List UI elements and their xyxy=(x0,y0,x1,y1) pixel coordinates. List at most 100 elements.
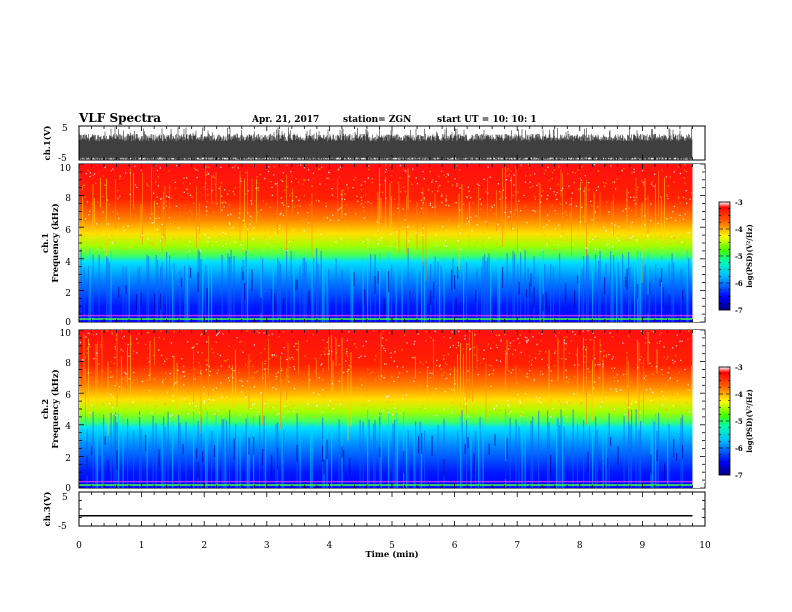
spectrogram-streak xyxy=(407,430,409,488)
spectrogram-streak xyxy=(482,418,484,488)
spectrogram-speckle xyxy=(331,383,334,385)
spectrogram-speckle xyxy=(465,403,467,405)
spectrogram-speckle xyxy=(586,230,588,232)
spectrogram-speckle xyxy=(290,247,292,249)
spectrogram-speckle xyxy=(417,333,419,335)
spectrogram-speckle xyxy=(428,391,430,393)
spectrogram-speckle xyxy=(253,344,256,346)
spectrogram-speckle xyxy=(324,395,326,397)
spectrogram-streak xyxy=(644,264,646,322)
spectrogram-speckle xyxy=(421,192,423,194)
spectrogram-speckle xyxy=(402,398,404,400)
spectrogram-speckle xyxy=(227,193,229,195)
spectrogram-speckle xyxy=(482,246,485,248)
spectrogram-speckle xyxy=(169,206,171,208)
spectrogram-speckle xyxy=(614,410,616,412)
spectrogram-speckle xyxy=(679,340,681,343)
spectrogram-speckle xyxy=(272,406,274,409)
spectrogram-speckle xyxy=(168,222,171,225)
ch2-spectrogram-ticks xyxy=(78,329,706,489)
spectrogram-speckle xyxy=(520,164,522,166)
spectrogram-speckle xyxy=(566,401,568,403)
spectrogram-streak xyxy=(505,409,507,488)
spectrogram-speckle xyxy=(472,202,474,204)
spectrogram-speckle xyxy=(245,391,248,393)
spectrogram-speckle xyxy=(186,400,188,403)
spectrogram-band xyxy=(79,314,693,317)
spectrogram-streak xyxy=(271,455,273,477)
spectrogram-speckle xyxy=(256,370,259,372)
spectrogram-speckle xyxy=(291,192,293,194)
spectrogram-speckle xyxy=(528,164,530,166)
spectrogram-streak xyxy=(229,409,231,488)
spectrogram-speckle xyxy=(187,341,189,343)
spectrogram-streak xyxy=(242,259,244,322)
spectrogram-streak xyxy=(656,449,658,462)
spectrogram-speckle xyxy=(519,413,521,415)
spectrogram-speckle xyxy=(318,393,320,396)
spectrogram-speckle xyxy=(458,225,460,227)
spectrogram-streak xyxy=(83,334,85,381)
spectrogram-speckle xyxy=(129,172,132,174)
spectrogram-speckle xyxy=(526,341,528,344)
spectrogram-streak xyxy=(389,182,391,231)
spectrogram-speckle xyxy=(553,385,555,387)
spectrogram-streak xyxy=(85,368,86,441)
spectrogram-speckle xyxy=(116,213,119,215)
spectrogram-streak xyxy=(263,415,265,488)
spectrogram-streak xyxy=(644,178,646,240)
spectrogram-speckle xyxy=(199,219,201,221)
spectrogram-speckle xyxy=(669,377,672,379)
spectrogram-streak xyxy=(416,260,418,322)
spectrogram-speckle xyxy=(466,379,468,381)
spectrogram-speckle xyxy=(96,248,99,250)
spectrogram-streak xyxy=(403,451,405,474)
spectrogram-streak xyxy=(593,338,595,389)
spectrogram-speckle xyxy=(636,189,638,191)
spectrogram-speckle xyxy=(82,359,84,361)
spectrogram-speckle xyxy=(297,392,299,394)
spectrogram-speckle xyxy=(170,342,173,344)
spectrogram-speckle xyxy=(275,355,277,357)
spectrogram-speckle xyxy=(375,389,378,391)
spectrogram-streak xyxy=(326,262,328,322)
spectrogram-speckle xyxy=(431,181,433,183)
spectrogram-speckle xyxy=(198,412,201,414)
spectrogram-streak xyxy=(157,260,159,322)
spectrogram-speckle xyxy=(553,248,555,250)
spectrogram-speckle xyxy=(117,197,119,200)
spectrogram-speckle xyxy=(296,342,298,345)
spectrogram-speckle xyxy=(208,172,210,175)
spectrogram-speckle xyxy=(685,409,688,412)
spectrogram-speckle xyxy=(590,399,593,401)
spectrogram-speckle xyxy=(480,362,482,364)
spectrogram-speckle xyxy=(126,413,128,416)
spectrogram-speckle xyxy=(250,200,252,202)
spectrogram-speckle xyxy=(581,166,583,168)
spectrogram-speckle xyxy=(256,230,259,232)
spectrogram-streak xyxy=(127,418,129,488)
spectrogram-speckle xyxy=(111,375,113,377)
spectrogram-streak xyxy=(364,289,366,306)
spectrogram-speckle xyxy=(644,222,646,224)
spectrogram-speckle xyxy=(189,240,191,243)
spectrogram-speckle xyxy=(435,414,438,417)
spectrogram-speckle xyxy=(290,401,292,403)
spectrogram-speckle xyxy=(627,335,630,337)
spectrogram-speckle xyxy=(554,228,557,230)
spectrogram-streak xyxy=(323,428,325,488)
spectrogram-speckle xyxy=(671,347,674,349)
spectrogram-speckle xyxy=(505,206,507,209)
spectrogram-speckle xyxy=(585,376,587,379)
spectrogram-speckle xyxy=(385,339,388,341)
spectrogram-speckle xyxy=(664,398,667,400)
spectrogram-speckle xyxy=(610,165,612,167)
spectrogram-streak xyxy=(664,177,665,245)
spectrogram-speckle xyxy=(422,234,424,236)
spectrogram-speckle xyxy=(575,205,578,207)
spectrogram-speckle xyxy=(480,243,482,245)
spectrogram-speckle xyxy=(298,229,301,232)
spectrogram-speckle xyxy=(150,222,152,224)
spectrogram-speckle xyxy=(221,202,224,204)
